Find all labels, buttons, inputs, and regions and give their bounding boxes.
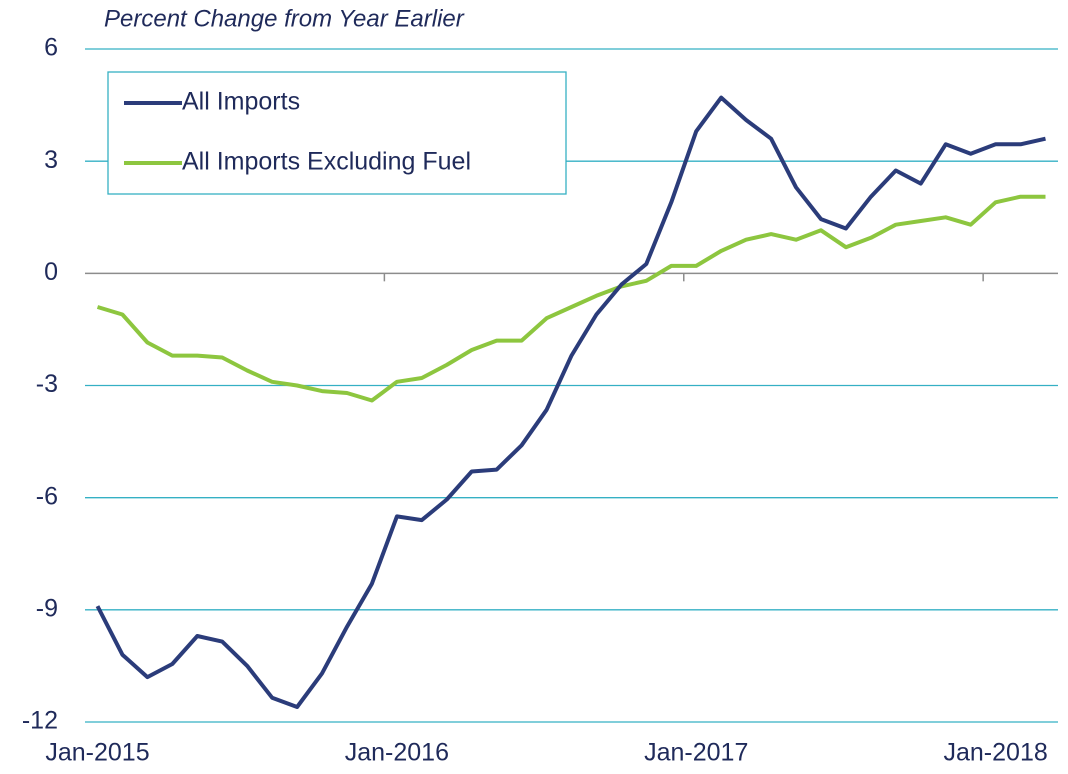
legend-label: All Imports Excluding Fuel — [182, 148, 471, 176]
y-tick-label: 0 — [44, 258, 58, 286]
y-tick-label: -9 — [36, 594, 58, 622]
x-tick-label: Jan-2015 — [45, 739, 149, 767]
y-tick-label: 3 — [44, 146, 58, 174]
chart-subtitle: Percent Change from Year Earlier — [104, 5, 465, 32]
legend-box — [107, 71, 567, 195]
series-line — [96, 194, 1046, 403]
series-line — [95, 95, 1046, 709]
y-tick-label: -3 — [36, 370, 58, 398]
x-tick-label: Jan-2016 — [345, 739, 449, 767]
legend-label: All Imports — [182, 88, 300, 116]
y-tick-label: -6 — [36, 482, 58, 510]
y-tick-label: -12 — [22, 707, 58, 735]
y-tick-label: 6 — [44, 34, 58, 62]
x-tick-label: Jan-2018 — [944, 739, 1048, 767]
x-tick-label: Jan-2017 — [644, 739, 748, 767]
